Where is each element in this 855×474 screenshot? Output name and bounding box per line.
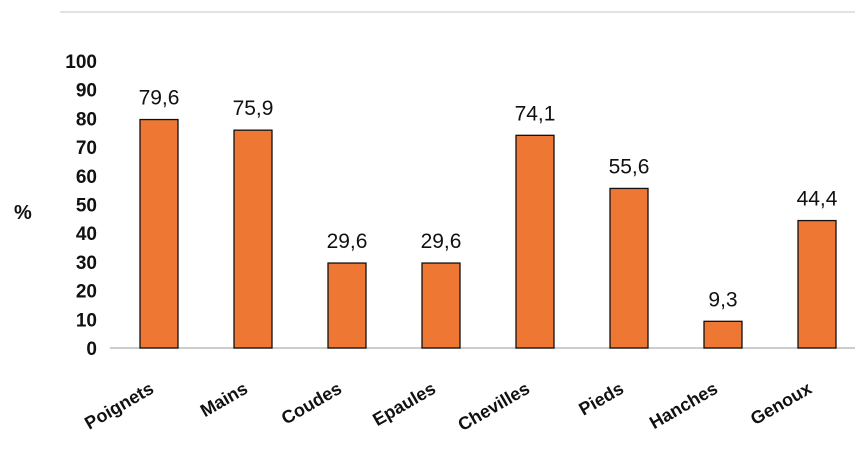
data-label: 75,9: [233, 97, 274, 120]
y-tick-label: 30: [76, 253, 97, 274]
y-tick-label: 40: [76, 224, 97, 245]
data-label: 79,6: [139, 87, 180, 110]
x-tick-label: Coudes: [278, 378, 345, 428]
bar: [327, 262, 367, 349]
y-tick-label: 20: [76, 282, 97, 303]
data-label: 74,1: [515, 102, 556, 125]
data-label: 44,4: [797, 188, 838, 211]
x-tick-label: Poignets: [81, 378, 157, 433]
x-tick-label: Genoux: [747, 378, 815, 429]
y-tick-label: 70: [76, 138, 97, 159]
bar: [703, 320, 743, 349]
data-label: 29,6: [421, 230, 462, 253]
x-tick-label: Mains: [197, 378, 251, 421]
y-tick-label: 0: [86, 339, 97, 360]
y-tick-label: 50: [76, 196, 97, 217]
y-tick-label: 80: [76, 109, 97, 130]
bars: [139, 118, 837, 349]
x-axis-ticks: Poignets Mains Coudes Epaules Chevilles Pieds…: [81, 378, 815, 435]
y-tick-label: 90: [76, 81, 97, 102]
data-labels: 79,6 75,9 29,6 29,6 74,1 55,6 9,3 44,4: [139, 87, 838, 312]
bar: [797, 219, 837, 349]
y-axis-label: %: [14, 202, 32, 224]
bar: [421, 262, 461, 349]
bar: [609, 187, 649, 349]
bar: [139, 118, 179, 349]
y-tick-label: 100: [65, 52, 97, 73]
data-label: 29,6: [327, 230, 368, 253]
x-tick-label: Epaules: [369, 378, 439, 430]
bar: [515, 134, 555, 349]
data-label: 9,3: [708, 288, 737, 311]
x-tick-label: Hanches: [646, 378, 721, 433]
data-label: 55,6: [609, 155, 650, 178]
y-axis-ticks: 0 10 20 30 40 50 60 70 80 90 100: [65, 52, 97, 360]
y-tick-label: 10: [76, 310, 97, 331]
bar: [233, 129, 273, 349]
x-tick-label: Chevilles: [455, 378, 533, 435]
y-tick-label: 60: [76, 167, 97, 188]
x-tick-label: Pieds: [575, 378, 627, 419]
